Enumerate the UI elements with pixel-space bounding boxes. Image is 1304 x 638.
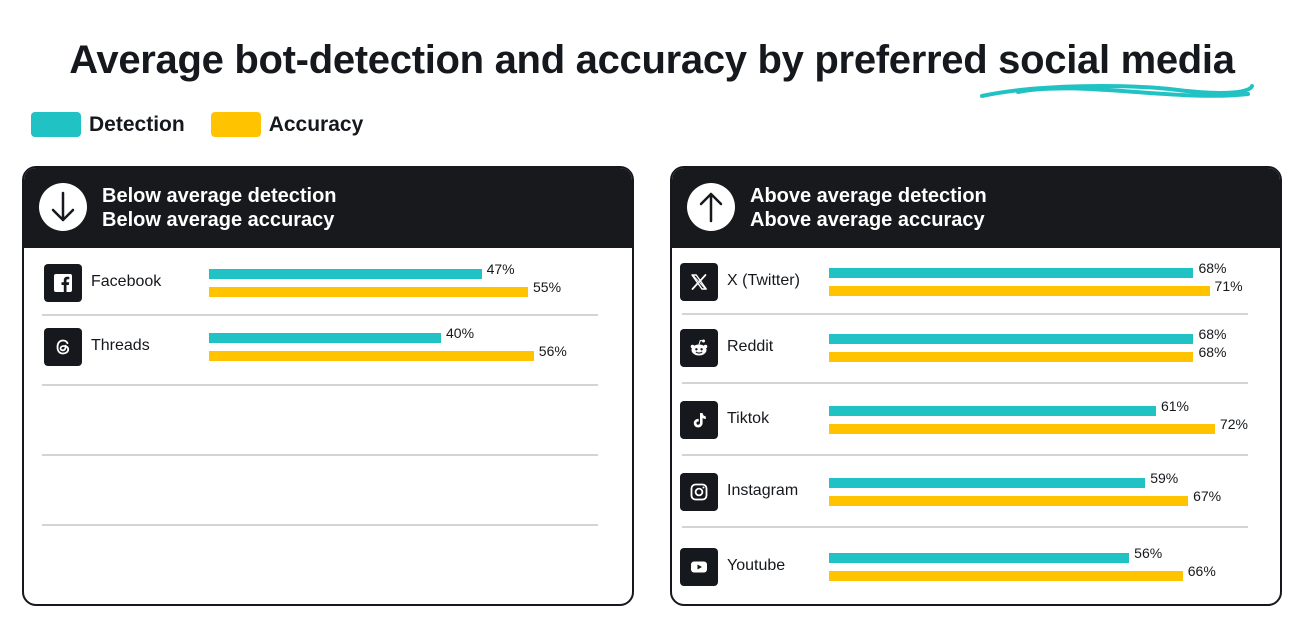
panel-below-average: Below average detection Below average ac…	[22, 166, 634, 606]
detection-value-label: 68%	[1198, 326, 1227, 342]
facebook-icon	[44, 264, 82, 302]
divider	[682, 382, 1248, 384]
detection-bar	[209, 269, 482, 279]
detection-value-label: 47%	[486, 261, 515, 277]
divider	[42, 454, 598, 456]
legend-label-accuracy: Accuracy	[268, 112, 364, 136]
list-item: X (Twitter) 68% 71%	[678, 260, 1268, 303]
detection-bar	[829, 406, 1156, 416]
panel-header: Below average detection Below average ac…	[24, 168, 632, 248]
detection-value-label: 61%	[1160, 398, 1189, 414]
legend-swatch-detection	[31, 112, 81, 137]
panel-header-text: Below average detection Below average ac…	[102, 184, 337, 232]
detection-value-label: 56%	[1134, 545, 1163, 561]
detection-bar	[829, 553, 1130, 563]
platform-name: Youtube	[727, 557, 786, 574]
detection-bar	[829, 268, 1194, 278]
legend-label-detection: Detection	[89, 112, 185, 136]
divider	[682, 454, 1248, 456]
divider	[42, 384, 598, 386]
detection-bar	[829, 334, 1194, 344]
list-item: Tiktok 61% 72%	[678, 398, 1268, 441]
accuracy-value-label: 68%	[1198, 344, 1227, 360]
detection-bar	[829, 478, 1146, 488]
divider	[682, 313, 1248, 315]
detection-value-label: 59%	[1150, 470, 1179, 486]
arrow-down-icon	[39, 183, 87, 231]
platform-name: Instagram	[727, 482, 799, 499]
page-title: Average bot-detection and accuracy by pr…	[0, 38, 1304, 98]
x-twitter-icon	[680, 263, 718, 301]
panel-header-line1: Above average detection	[750, 185, 987, 207]
detection-value-label: 40%	[446, 325, 475, 341]
platform-name: Tiktok	[727, 410, 770, 427]
list-item: Facebook 47% 55%	[42, 261, 632, 304]
platform-name: Threads	[91, 337, 150, 354]
platform-name: Reddit	[727, 338, 774, 355]
divider	[42, 314, 598, 316]
reddit-icon	[680, 329, 718, 367]
platform-name: Facebook	[91, 273, 162, 290]
legend-swatch-accuracy	[210, 112, 261, 137]
panel-header: Above average detection Above average ac…	[672, 168, 1280, 248]
highlight-swoosh-icon	[980, 84, 1255, 98]
accuracy-bar	[829, 424, 1215, 434]
list-item: Youtube 56% 66%	[678, 545, 1268, 588]
legend: Detection Accuracy	[31, 112, 389, 137]
title-highlight: social media	[980, 38, 1255, 98]
youtube-icon	[680, 548, 718, 586]
accuracy-value-label: 67%	[1193, 488, 1222, 504]
panel-header-text: Above average detection Above average ac…	[750, 184, 987, 232]
accuracy-bar	[829, 286, 1210, 296]
accuracy-value-label: 72%	[1219, 416, 1248, 432]
legend-item-accuracy: Accuracy	[210, 112, 364, 137]
panel-header-line1: Below average detection	[102, 185, 337, 207]
accuracy-bar	[829, 496, 1189, 506]
instagram-icon	[680, 473, 718, 511]
threads-icon	[44, 328, 82, 366]
list-item: Instagram 59% 67%	[678, 470, 1268, 513]
accuracy-bar	[829, 352, 1194, 362]
accuracy-value-label: 56%	[538, 343, 567, 359]
detection-bar	[209, 333, 441, 343]
title-main: Average bot-detection and accuracy by pr…	[69, 38, 999, 82]
accuracy-bar	[829, 571, 1183, 581]
accuracy-bar	[209, 351, 534, 361]
panel-header-line2: Below average accuracy	[102, 209, 335, 231]
divider	[682, 526, 1248, 528]
tiktok-icon	[680, 401, 718, 439]
list-item: Threads 40% 56%	[42, 325, 632, 368]
panel-above-average: Above average detection Above average ac…	[670, 166, 1282, 606]
accuracy-value-label: 66%	[1187, 563, 1216, 579]
arrow-up-icon	[687, 183, 735, 231]
legend-item-detection: Detection	[31, 112, 185, 137]
divider	[42, 524, 598, 526]
title-highlight-text: social media	[998, 38, 1235, 82]
platform-name: X (Twitter)	[727, 272, 800, 289]
detection-value-label: 68%	[1198, 260, 1227, 276]
list-item: Reddit 68% 68%	[678, 326, 1268, 369]
panel-header-line2: Above average accuracy	[750, 209, 985, 231]
accuracy-value-label: 55%	[533, 279, 562, 295]
accuracy-value-label: 71%	[1214, 278, 1243, 294]
accuracy-bar	[209, 287, 528, 297]
